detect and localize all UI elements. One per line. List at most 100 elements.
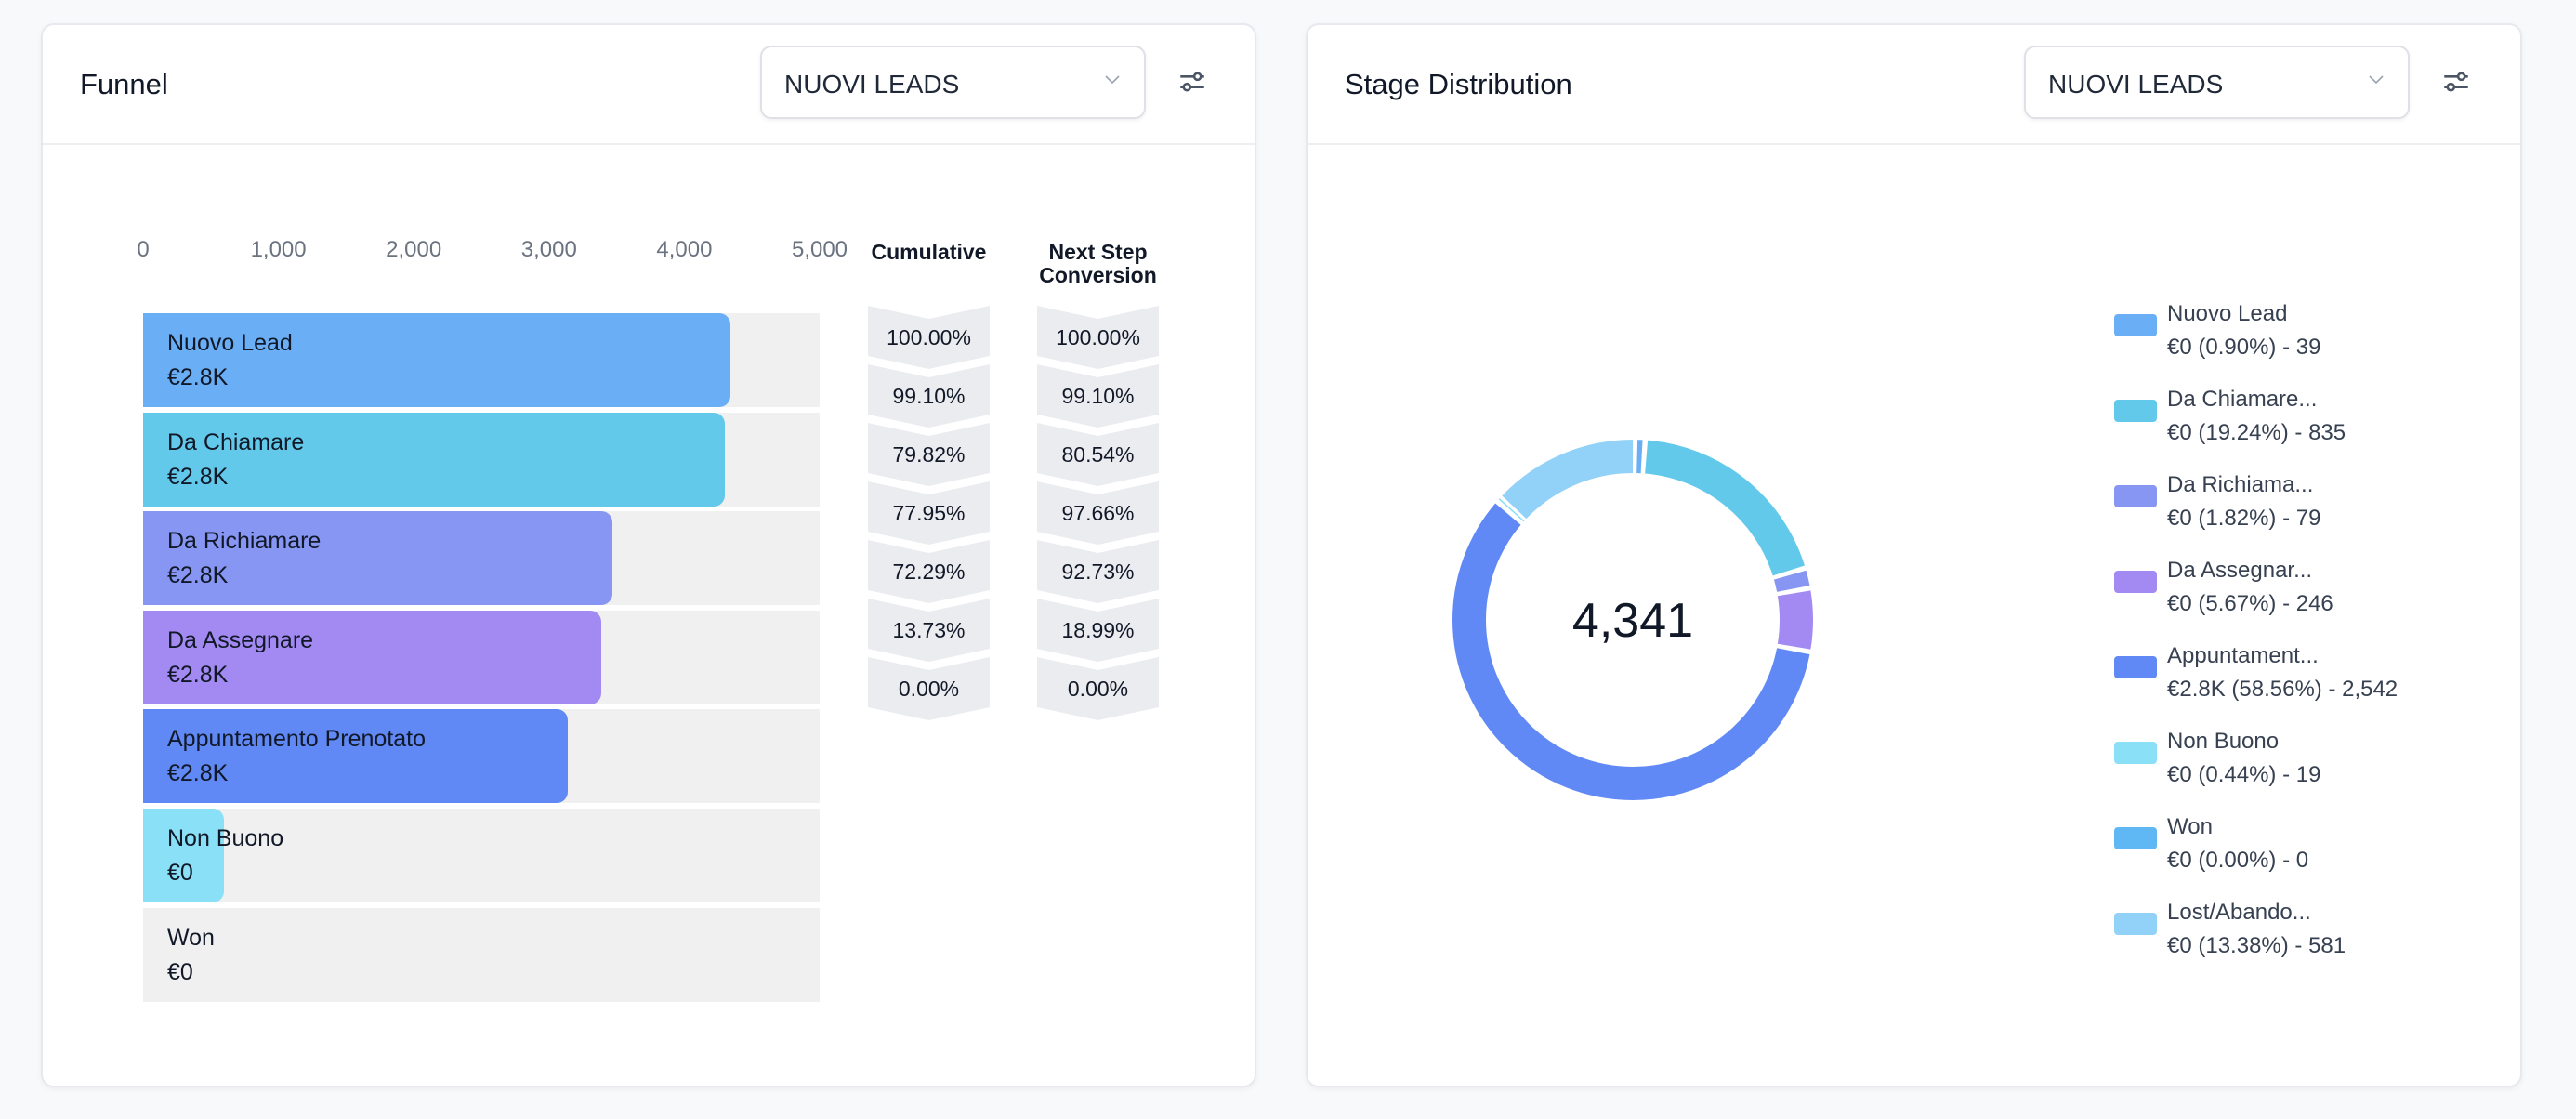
stage-label: Non Buono: [167, 825, 284, 851]
donut-total: 4,341: [1572, 594, 1693, 648]
chevron-down-icon: [2369, 75, 2384, 85]
cumulative-value: 0.00%: [898, 676, 960, 701]
funnel-bar[interactable]: [143, 809, 225, 902]
legend-swatch: [2114, 314, 2157, 336]
funnel-bar[interactable]: [143, 511, 612, 606]
legend-swatch: [2114, 913, 2157, 935]
stage-value: €2.8K: [167, 364, 229, 390]
stage-label: Da Chiamare: [167, 428, 305, 455]
funnel-card: Funnel NUOVI LEADS 0 1,000 2,000 3,000 4,000…: [41, 23, 1256, 1087]
cumulative-value: 99.10%: [892, 383, 966, 408]
cumulative-value: 77.95%: [892, 500, 966, 525]
funnel-bar[interactable]: [143, 412, 726, 507]
next-step-header: Next Step Conversion: [1039, 240, 1157, 287]
funnel-row[interactable]: Da Richiamare €2.8K: [143, 511, 820, 606]
axis-tick: 0: [137, 237, 150, 262]
filter-icon[interactable]: [2440, 66, 2472, 98]
funnel-row[interactable]: Appuntamento Prenotato €2.8K: [143, 709, 820, 804]
stage-label: Da Richiamare: [167, 528, 322, 555]
legend-detail: €0 (5.67%) - 246: [2167, 591, 2333, 616]
next-chevron: 18.99%: [1037, 599, 1159, 662]
stage-value: €0: [167, 958, 193, 985]
next-value: 100.00%: [1056, 324, 1140, 349]
axis-tick: 2,000: [386, 237, 442, 262]
stage-label: Nuovo Lead: [167, 330, 293, 356]
card-header: Stage Distribution NUOVI LEADS: [1308, 25, 2520, 145]
next-value: 80.54%: [1061, 441, 1135, 467]
stage-value: €2.8K: [167, 463, 229, 490]
cumulative-value: 79.82%: [892, 441, 966, 467]
funnel-row[interactable]: Non Buono €0: [143, 809, 820, 902]
filter-icon[interactable]: [1176, 66, 1208, 98]
stage-value: €2.8K: [167, 661, 229, 688]
funnel-bar[interactable]: [143, 313, 731, 407]
legend-swatch: [2114, 485, 2157, 507]
funnel-bar[interactable]: [143, 709, 569, 804]
stage-value: €0: [167, 860, 193, 886]
pipeline-dropdown[interactable]: NUOVI LEADS: [2024, 46, 2410, 119]
legend-name: Da Richiama...: [2167, 472, 2314, 497]
donut-segment[interactable]: [1452, 440, 1813, 800]
legend-swatch: [2114, 400, 2157, 422]
next-value: 99.10%: [1061, 383, 1135, 408]
stage-label: Da Assegnare: [167, 626, 314, 653]
cumulative-value: 100.00%: [887, 324, 971, 349]
pipeline-dropdown[interactable]: NUOVI LEADS: [760, 46, 1146, 119]
dropdown-value: NUOVI LEADS: [784, 70, 960, 99]
legend-name: Nuovo Lead: [2167, 301, 2288, 326]
legend-detail: €0 (0.00%) - 0: [2167, 848, 2309, 873]
legend-detail: €0 (13.38%) - 581: [2167, 933, 2346, 958]
cumulative-chevron: 77.95%: [868, 481, 990, 545]
legend-name: Won: [2167, 814, 2213, 839]
cumulative-value: 72.29%: [892, 559, 966, 584]
stage-distribution-card: Stage Distribution NUOVI LEADS 4,341 Nuo…: [1306, 23, 2522, 1087]
legend-swatch: [2114, 656, 2157, 678]
legend-name: Lost/Abando...: [2167, 900, 2311, 925]
axis-tick: 5,000: [791, 237, 848, 262]
funnel-bar[interactable]: [143, 610, 602, 704]
next-chevron: 0.00%: [1037, 657, 1159, 720]
legend-swatch: [2114, 827, 2157, 849]
legend-name: Da Chiamare...: [2167, 387, 2318, 412]
funnel-row[interactable]: Da Assegnare €2.8K: [143, 610, 820, 704]
cumulative-header: Cumulative: [871, 240, 987, 264]
cumulative-chevron: 72.29%: [868, 540, 990, 603]
dropdown-value: NUOVI LEADS: [2048, 70, 2224, 99]
stage-label: Won: [167, 924, 215, 951]
cumulative-chevron: 100.00%: [868, 306, 990, 369]
cumulative-chevron: 79.82%: [868, 423, 990, 486]
card-title: Stage Distribution: [1345, 68, 1572, 100]
next-value: 92.73%: [1061, 559, 1135, 584]
card-header: Funnel NUOVI LEADS: [43, 25, 1255, 145]
legend-detail: €0 (0.44%) - 19: [2167, 762, 2321, 787]
chevron-down-icon: [1105, 75, 1120, 85]
axis-tick: 3,000: [520, 237, 577, 262]
next-chevron: 100.00%: [1037, 306, 1159, 369]
card-title: Funnel: [80, 68, 168, 100]
cumulative-value: 13.73%: [892, 617, 966, 642]
legend-detail: €0 (0.90%) - 39: [2167, 335, 2321, 360]
legend-name: Non Buono: [2167, 729, 2280, 754]
funnel-row[interactable]: Won €0: [143, 907, 820, 1002]
next-chevron: 99.10%: [1037, 364, 1159, 428]
axis-tick: 1,000: [250, 237, 307, 262]
next-value: 0.00%: [1067, 676, 1129, 701]
next-chevron: 97.66%: [1037, 481, 1159, 545]
funnel-row[interactable]: Nuovo Lead €2.8K: [143, 313, 820, 407]
donut-chart: 4,341: [1452, 440, 1813, 800]
axis-tick: 4,000: [656, 237, 713, 262]
legend-detail: €0 (1.82%) - 79: [2167, 506, 2321, 531]
legend-name: Da Assegnar...: [2167, 558, 2313, 583]
donut-segment[interactable]: [1452, 440, 1813, 800]
stage-value: €2.8K: [167, 760, 229, 787]
cumulative-chevron: 0.00%: [868, 657, 990, 720]
cumulative-chevron: 13.73%: [868, 599, 990, 662]
legend-detail: €2.8K (58.56%) - 2,542: [2167, 677, 2399, 702]
next-value: 18.99%: [1061, 617, 1135, 642]
stage-value: €2.8K: [167, 562, 229, 589]
funnel-row[interactable]: Da Chiamare €2.8K: [143, 412, 820, 507]
donut-segment[interactable]: [1452, 440, 1813, 800]
next-value: 97.66%: [1061, 500, 1135, 525]
legend-swatch: [2114, 571, 2157, 593]
cumulative-chevron: 99.10%: [868, 364, 990, 428]
